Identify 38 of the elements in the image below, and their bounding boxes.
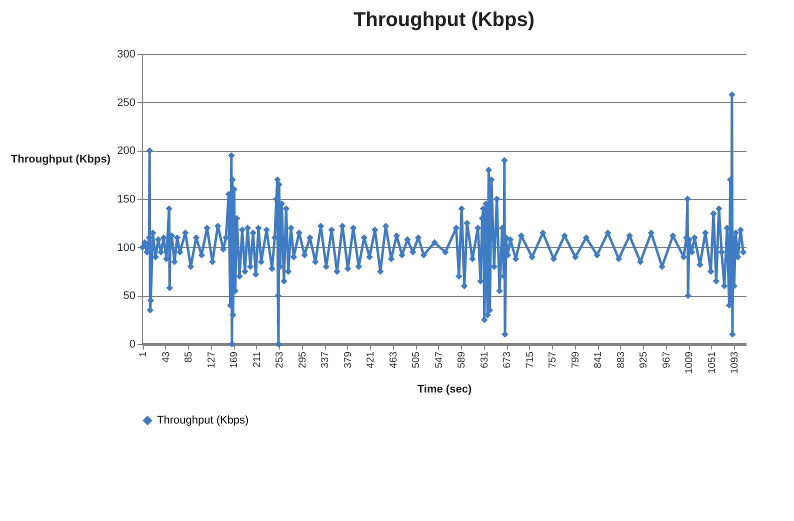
x-tick-label: 253 [274,351,286,368]
x-tick-label: 631 [479,351,490,368]
y-axis-title: Throughput (Kbps) [10,154,111,166]
x-tick-label: 211 [252,351,263,368]
x-axis-title: Time (sec) [417,384,472,396]
x-tick-label: 127 [206,351,218,368]
y-tick-label: 150 [117,194,136,206]
x-tick-label: 169 [229,351,240,368]
x-tick-label: 1051 [706,351,718,374]
x-tick-label: 85 [184,351,195,363]
x-tick-label: 379 [342,351,354,368]
y-tick-label: 300 [117,48,136,60]
x-tick-label: 337 [320,351,332,368]
x-tick-label: 1093 [730,351,741,374]
x-tick-label: 841 [593,351,604,368]
x-tick-label: 43 [160,351,172,363]
y-tick-label: 50 [123,290,136,302]
x-tick-label: 295 [297,351,308,368]
x-tick-label: 925 [638,351,650,368]
x-tick-label: 1 [138,351,150,358]
legend-label: Throughput (Kbps) [157,414,249,426]
x-tick-label: 421 [366,351,377,368]
x-tick-label: 1009 [684,351,696,374]
y-tick-label: 100 [117,242,136,254]
x-tick-label: 883 [616,351,627,368]
chart-title: Throughput (Kbps) [353,9,535,31]
x-tick-label: 505 [411,351,422,368]
x-tick-label: 715 [524,351,536,368]
x-tick-label: 673 [502,351,514,368]
y-tick-label: 200 [117,145,136,158]
x-tick-label: 463 [388,351,400,368]
y-tick-label: 250 [117,96,136,109]
y-tick-label: 0 [129,338,136,350]
x-tick-label: 757 [548,351,559,368]
x-tick-label: 799 [570,351,582,368]
x-tick-label: 547 [434,351,445,368]
x-tick-label: 967 [661,351,672,368]
x-tick-label: 589 [456,351,468,368]
